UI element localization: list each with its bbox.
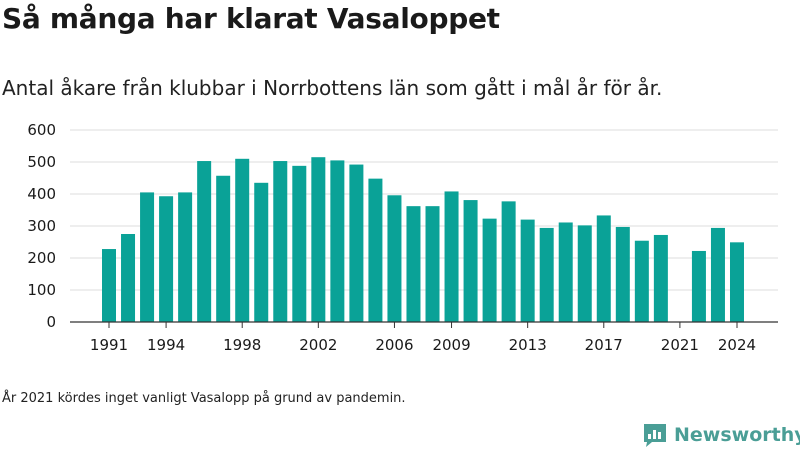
- bar-2009: [444, 191, 459, 322]
- bar-2007: [406, 206, 421, 322]
- bar-2016: [577, 225, 592, 322]
- bar-2001: [292, 165, 307, 322]
- x-tick-label: 2021: [661, 336, 699, 354]
- bar-2012: [501, 201, 516, 322]
- y-axis-labels: 0 100 200 300 400 500 600: [27, 121, 56, 331]
- x-tick-label: 2009: [432, 336, 470, 354]
- bar-2005: [368, 178, 383, 322]
- bar-2024: [729, 242, 744, 322]
- y-tick-label: 0: [46, 313, 56, 331]
- grid-lines: [70, 129, 778, 291]
- bar-2023: [710, 227, 725, 322]
- bar-2013: [520, 219, 535, 322]
- brand-logo: Newsworthy: [642, 420, 800, 450]
- x-axis: 1991 1994 1998 2002 2006 2009 2013 2017 2021 2024: [70, 321, 778, 354]
- x-tick-label: 2013: [509, 336, 547, 354]
- bar-2004: [349, 164, 364, 322]
- y-tick-label: 400: [27, 185, 56, 203]
- x-tick-label: 2024: [718, 336, 756, 354]
- y-tick-label: 200: [27, 249, 56, 267]
- bar-1994: [159, 196, 174, 322]
- y-tick-label: 300: [27, 217, 56, 235]
- x-tick-label: 1994: [147, 336, 185, 354]
- bar-1996: [197, 161, 212, 322]
- x-tick-label: 2017: [585, 336, 623, 354]
- y-tick-label: 600: [27, 121, 56, 139]
- bar-1992: [121, 234, 136, 322]
- bar-2022: [691, 250, 706, 322]
- bar-chart: 0 100 200 300 400 500 600 1991 1994 1998 2002 2006…: [27, 121, 778, 354]
- chart-subtitle: Antal åkare från klubbar i Norrbottens l…: [2, 76, 663, 100]
- bar-1999: [254, 182, 269, 322]
- bar-2017: [596, 215, 611, 322]
- brand-name: Newsworthy: [674, 424, 800, 446]
- y-tick-label: 500: [27, 153, 56, 171]
- footnote: År 2021 kördes inget vanligt Vasalopp på…: [2, 391, 406, 406]
- x-tick-label: 2002: [299, 336, 337, 354]
- newsworthy-logo-icon: [644, 424, 666, 447]
- x-tick-label: 1998: [223, 336, 261, 354]
- chart-title: Så många har klarat Vasaloppet: [2, 2, 500, 35]
- bar-2003: [330, 160, 345, 322]
- bar-1995: [178, 192, 193, 322]
- bar-1993: [140, 192, 155, 322]
- bar-1998: [235, 158, 250, 322]
- y-tick-label: 100: [27, 281, 56, 299]
- bar-1997: [216, 175, 231, 322]
- bar-2006: [387, 195, 402, 322]
- bar-1991: [102, 249, 116, 322]
- bar-2002: [311, 157, 326, 322]
- x-tick-label: 1991: [90, 336, 128, 354]
- bar-2010: [463, 200, 478, 322]
- bar-2018: [615, 226, 630, 322]
- bar-2019: [634, 240, 649, 322]
- bar-2000: [273, 161, 288, 322]
- bar-2020: [653, 234, 668, 322]
- bar-2015: [558, 222, 573, 322]
- x-tick-label: 2006: [375, 336, 413, 354]
- bar-2014: [539, 227, 554, 322]
- bar-2008: [425, 206, 440, 322]
- bars: [102, 157, 744, 322]
- bar-2011: [482, 218, 497, 322]
